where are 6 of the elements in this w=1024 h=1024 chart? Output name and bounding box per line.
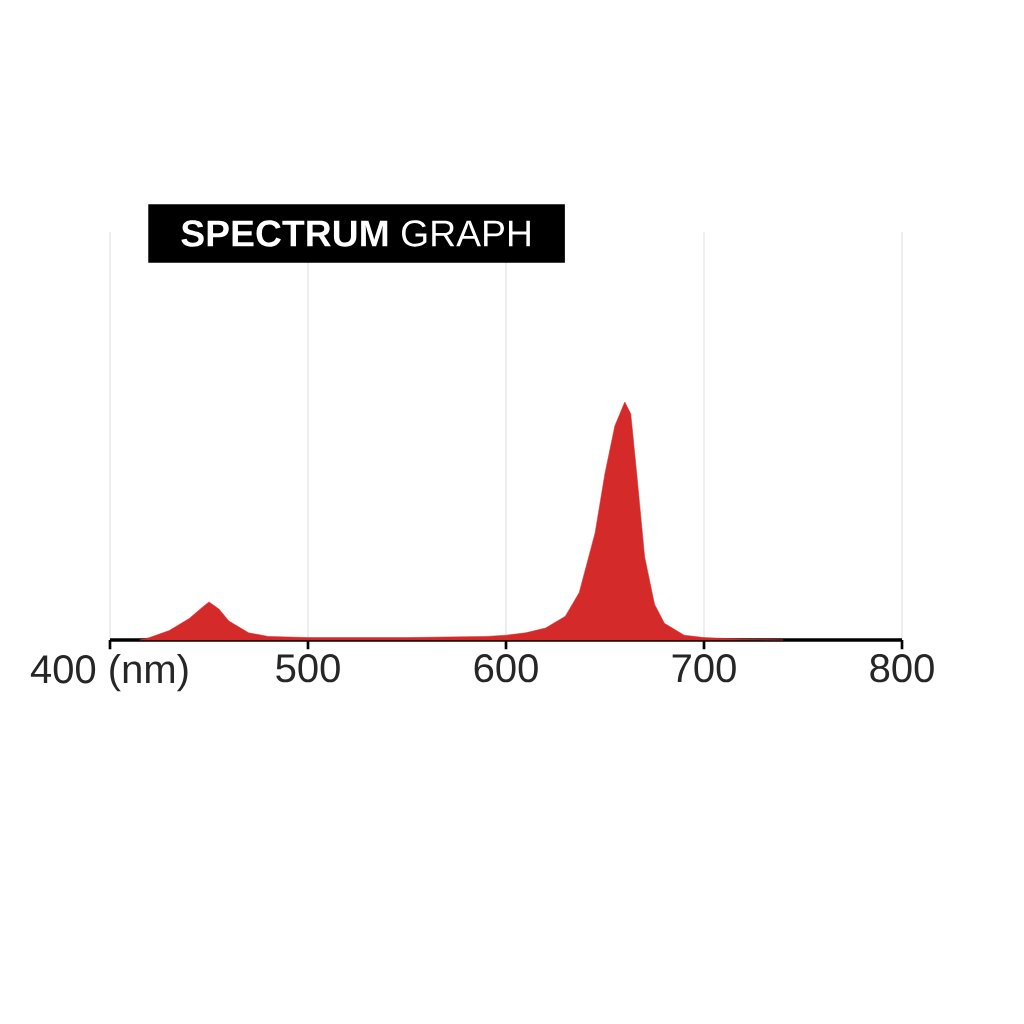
x-tick-label: 600 (474, 654, 538, 683)
x-tick-label: 800 (870, 654, 934, 683)
x-tick-label: 400 (nm) (30, 654, 188, 692)
x-tick-label: 700 (672, 654, 736, 683)
chart-title: SPECTRUM GRAPH (181, 220, 530, 247)
x-tick-label: 500 (276, 654, 340, 683)
